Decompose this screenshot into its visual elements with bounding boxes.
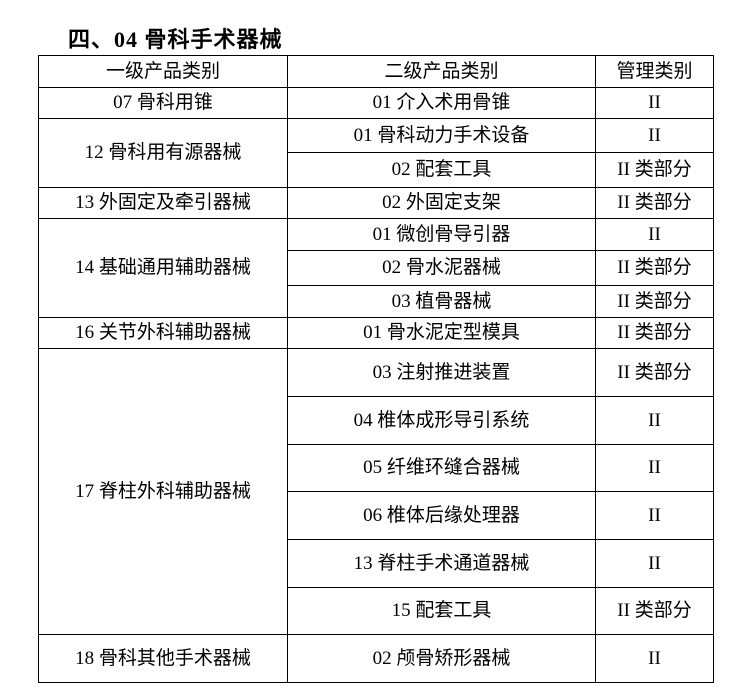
management-class-cell: II (595, 539, 714, 588)
table-row: 17 脊柱外科辅助器械 03 注射推进装置 II 类部分 (38, 348, 714, 635)
product-category-table: 一级产品类别 二级产品类别 管理类别 07 骨科用锥 01 介入术用骨锥 II … (38, 55, 714, 683)
management-class-cell: II (595, 444, 714, 492)
page-title: 四、04 骨科手术器械 (68, 27, 283, 52)
level2-category-cell: 01 骨科动力手术设备 (287, 118, 596, 153)
level1-category-cell: 14 基础通用辅助器械 (38, 218, 288, 318)
level2-category-cell: 02 颅骨矫形器械 (287, 634, 596, 683)
level1-category-cell: 13 外固定及牵引器械 (38, 187, 288, 219)
level2-category-cell: 02 骨水泥器械 (287, 250, 596, 286)
level2-category-cell: 01 微创骨导引器 (287, 218, 596, 251)
header-level1-category: 一级产品类别 (38, 55, 288, 88)
level2-category-cell: 06 椎体后缘处理器 (287, 491, 596, 540)
table-header-row: 一级产品类别 二级产品类别 管理类别 (38, 55, 714, 88)
management-class-cell: II (595, 396, 714, 445)
level1-category-cell: 12 骨科用有源器械 (38, 118, 288, 188)
management-class-cell: II 类部分 (595, 250, 714, 286)
table-row: 07 骨科用锥 01 介入术用骨锥 II (38, 87, 714, 119)
level1-category-cell: 16 关节外科辅助器械 (38, 317, 288, 349)
table-row: 15 配套工具 II 类部分 (39, 587, 714, 635)
level2-category-cell: 01 骨水泥定型模具 (287, 317, 596, 349)
table-row: 06 椎体后缘处理器 II (39, 491, 714, 540)
level2-category-cell: 15 配套工具 (287, 587, 596, 635)
management-class-cell: II (595, 87, 714, 119)
header-level2-category: 二级产品类别 (287, 55, 596, 88)
table-row: 13 外固定及牵引器械 02 外固定支架 II 类部分 (38, 187, 714, 219)
table-row: 04 椎体成形导引系统 II (39, 396, 714, 445)
management-class-cell: II (595, 218, 714, 251)
table-row: 03 植骨器械 II 类部分 (39, 285, 714, 318)
level2-category-cell: 01 介入术用骨锥 (287, 87, 596, 119)
level2-category-cell: 02 配套工具 (287, 152, 596, 188)
table-row: 02 骨水泥器械 II 类部分 (39, 250, 714, 286)
level2-category-cell: 13 脊柱手术通道器械 (287, 539, 596, 588)
management-class-cell: II (595, 491, 714, 540)
level1-category-cell: 07 骨科用锥 (38, 87, 288, 119)
level2-category-cell: 03 注射推进装置 (287, 348, 596, 397)
management-class-cell: II 类部分 (595, 317, 714, 349)
level2-category-cell: 03 植骨器械 (287, 285, 596, 318)
table-row: 12 骨科用有源器械 01 骨科动力手术设备 II (38, 118, 714, 188)
table-row: 18 骨科其他手术器械 02 颅骨矫形器械 II (38, 634, 714, 683)
table-row: 14 基础通用辅助器械 01 微创骨导引器 II (38, 218, 714, 318)
level2-category-cell: 02 外固定支架 (287, 187, 596, 219)
header-management-class: 管理类别 (595, 55, 714, 88)
management-class-cell: II 类部分 (595, 285, 714, 318)
management-class-cell: II 类部分 (595, 187, 714, 219)
level2-category-cell: 05 纤维环缝合器械 (287, 444, 596, 492)
table-row: 02 配套工具 II 类部分 (39, 152, 714, 188)
table-row: 05 纤维环缝合器械 II (39, 444, 714, 492)
table-row: 13 脊柱手术通道器械 II (39, 539, 714, 588)
management-class-cell: II (595, 118, 714, 153)
level2-category-cell: 04 椎体成形导引系统 (287, 396, 596, 445)
management-class-cell: II 类部分 (595, 348, 714, 397)
management-class-cell: II 类部分 (595, 152, 714, 188)
level1-category-cell: 17 脊柱外科辅助器械 (38, 348, 288, 635)
management-class-cell: II 类部分 (595, 587, 714, 635)
table-row: 16 关节外科辅助器械 01 骨水泥定型模具 II 类部分 (38, 317, 714, 349)
management-class-cell: II (595, 634, 714, 683)
level1-category-cell: 18 骨科其他手术器械 (38, 634, 288, 683)
